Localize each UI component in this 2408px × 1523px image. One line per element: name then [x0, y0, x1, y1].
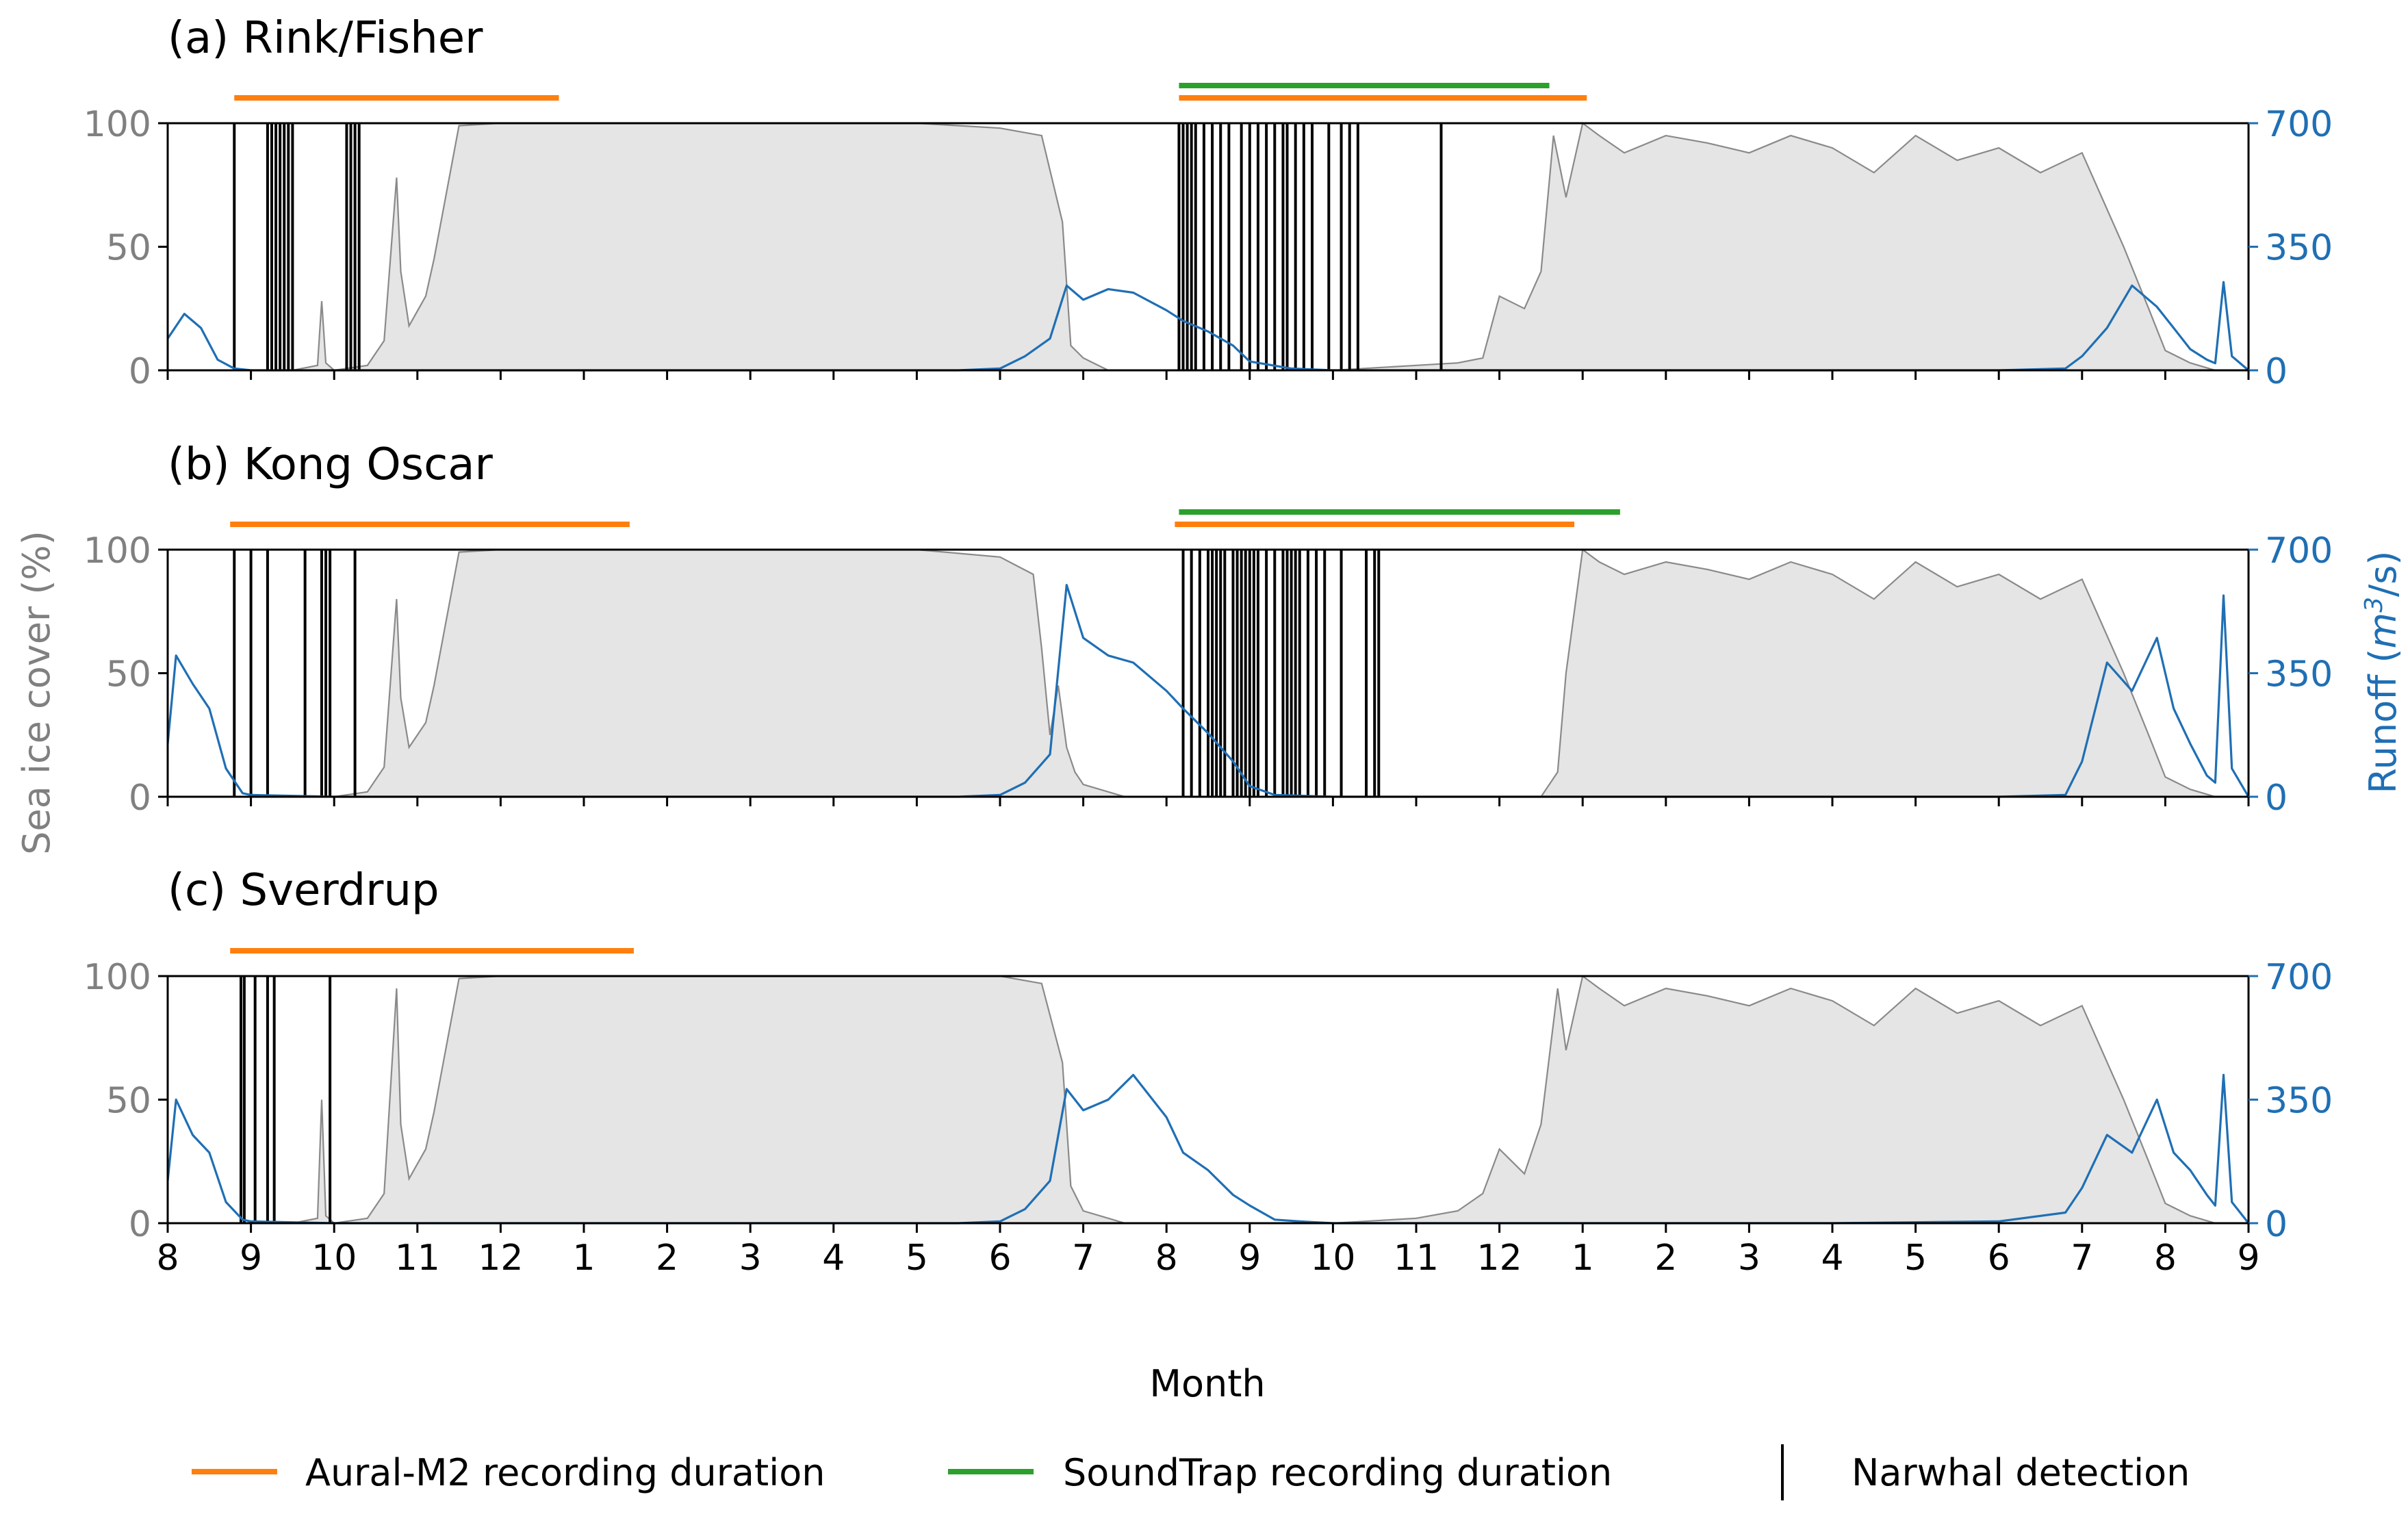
month-tick-label: 5 [1904, 1238, 1927, 1279]
month-tick-label: 12 [478, 1238, 523, 1279]
month-tick-label: 9 [2237, 1238, 2259, 1279]
month-tick-label: 12 [1477, 1238, 1522, 1279]
right-tick-label: 350 [2265, 654, 2333, 695]
sea-ice-area [168, 976, 2249, 1223]
x-axis-label: Month [1149, 1362, 1265, 1405]
month-tick-label: 2 [1654, 1238, 1677, 1279]
right-tick-label: 0 [2265, 351, 2288, 392]
month-tick-label: 8 [2154, 1238, 2177, 1279]
month-tick-label: 8 [156, 1238, 179, 1279]
panel-title: (a) Rink/Fisher [168, 13, 483, 64]
right-tick-label: 0 [2265, 1204, 2288, 1245]
month-tick-label: 7 [2071, 1238, 2093, 1279]
month-tick-label: 2 [656, 1238, 678, 1279]
sea-ice-area [168, 123, 2249, 370]
left-tick-label: 50 [106, 228, 151, 269]
month-tick-label: 9 [1238, 1238, 1261, 1279]
legend: Aural-M2 recording duration SoundTrap re… [192, 1444, 2190, 1500]
legend-aural-label: Aural-M2 recording duration [305, 1451, 825, 1494]
month-tick-label: 6 [1988, 1238, 2010, 1279]
right-axis-label: Runoff (m3/s) [2360, 551, 2405, 794]
month-tick-label: 4 [822, 1238, 845, 1279]
month-tick-label: 7 [1072, 1238, 1094, 1279]
sea-ice-area [168, 550, 2249, 797]
right-tick-label: 700 [2265, 104, 2333, 145]
left-tick-label: 0 [129, 351, 151, 392]
left-tick-label: 0 [129, 1204, 151, 1245]
month-tick-label: 4 [1821, 1238, 1843, 1279]
left-axis-label: Sea ice cover (%) [15, 530, 58, 855]
right-tick-label: 700 [2265, 530, 2333, 572]
month-tick-label: 10 [1310, 1238, 1355, 1279]
panel-kong-oscar: (b) Kong Oscar 0 50 100 0 350 700 [84, 439, 2333, 819]
legend-detection-label: Narwhal detection [1852, 1451, 2190, 1494]
legend-soundtrap-label: SoundTrap recording duration [1063, 1451, 1612, 1494]
right-tick-label: 700 [2265, 957, 2333, 998]
left-tick-label: 0 [129, 778, 151, 819]
month-tick-label: 10 [311, 1238, 357, 1279]
month-tick-label: 9 [240, 1238, 262, 1279]
month-tick-label: 1 [1572, 1238, 1594, 1279]
left-tick-label: 50 [106, 1081, 151, 1122]
right-tick-label: 350 [2265, 228, 2333, 269]
month-tick-label: 11 [395, 1238, 440, 1279]
right-tick-label: 350 [2265, 1081, 2333, 1122]
left-tick-label: 100 [84, 530, 151, 572]
panel-title: (b) Kong Oscar [168, 439, 494, 490]
panel-title: (c) Sverdrup [168, 865, 439, 916]
left-tick-label: 100 [84, 957, 151, 998]
month-tick-label: 3 [1738, 1238, 1760, 1279]
month-tick-label: 5 [906, 1238, 928, 1279]
month-tick-label: 1 [572, 1238, 595, 1279]
month-tick-label: 11 [1394, 1238, 1439, 1279]
panel-rink-fisher: (a) Rink/Fisher 0 50 100 0 350 700 [84, 13, 2333, 392]
left-tick-label: 100 [84, 104, 151, 145]
month-tick-label: 8 [1155, 1238, 1178, 1279]
left-tick-label: 50 [106, 654, 151, 695]
month-tick-label: 6 [988, 1238, 1011, 1279]
month-tick-label: 3 [739, 1238, 762, 1279]
right-tick-label: 0 [2265, 778, 2288, 819]
